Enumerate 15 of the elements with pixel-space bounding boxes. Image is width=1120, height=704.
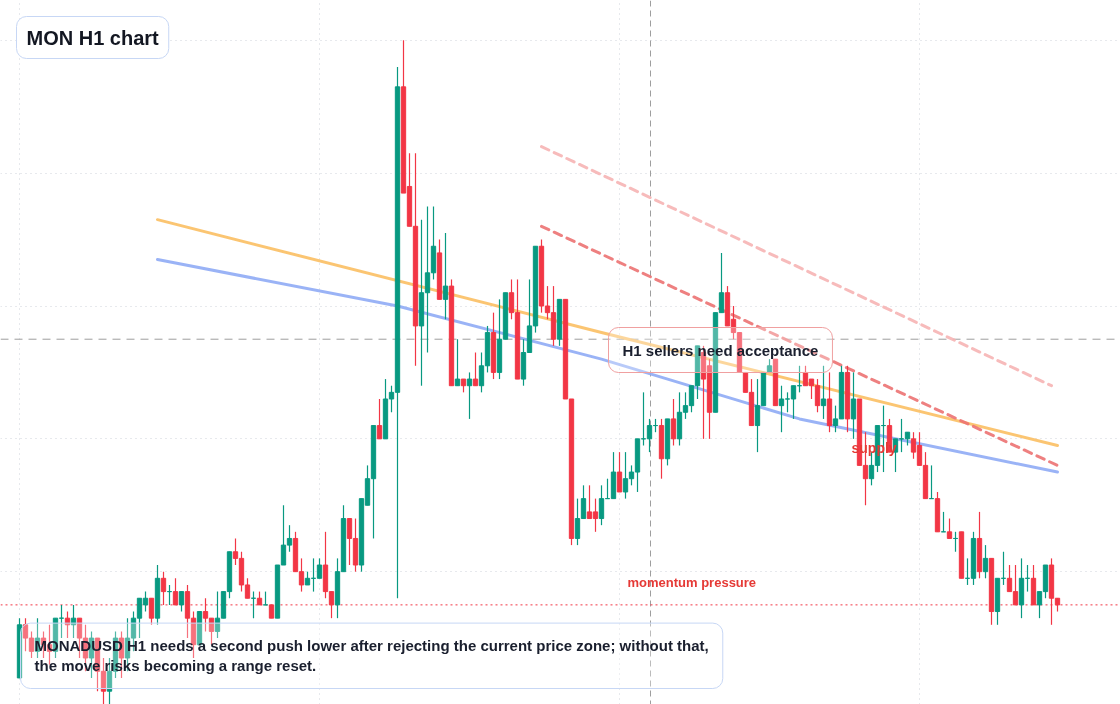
candlestick xyxy=(442,232,449,320)
candlestick xyxy=(946,517,953,540)
candlestick xyxy=(472,351,479,387)
candlestick xyxy=(670,398,677,447)
candlestick xyxy=(466,371,473,420)
candlestick xyxy=(820,365,827,420)
candlestick xyxy=(178,590,185,613)
candlestick xyxy=(850,371,857,440)
candlestick xyxy=(376,398,383,440)
chart-title: MON H1 chart xyxy=(26,26,160,49)
candlestick xyxy=(616,451,623,493)
candlestick xyxy=(982,544,989,579)
annotation: momentum pressure xyxy=(627,574,757,590)
candlestick xyxy=(454,338,461,387)
candlestick xyxy=(148,597,155,626)
